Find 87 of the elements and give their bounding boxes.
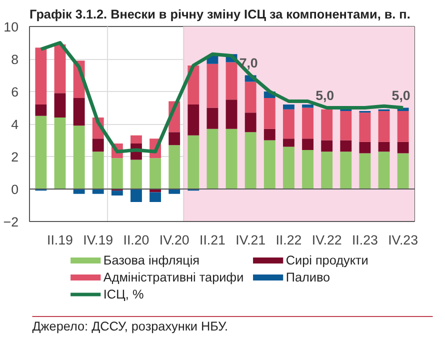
bar [168, 132, 180, 146]
bar [92, 152, 104, 189]
y-tick-label: 10 [4, 20, 19, 34]
data-label: 5,0 [316, 88, 334, 103]
bar [302, 150, 314, 189]
y-tick-label: 4 [11, 117, 20, 132]
bar [35, 104, 47, 116]
bar [130, 160, 142, 189]
data-label: 7,0 [239, 55, 258, 70]
bar [73, 126, 85, 189]
bar [264, 128, 276, 140]
bar [111, 190, 123, 196]
bar [73, 189, 85, 194]
bar [150, 189, 162, 192]
y-tick-label: 2 [11, 150, 19, 164]
bar [282, 138, 294, 147]
bar [321, 152, 333, 189]
bar [264, 140, 276, 189]
bar [244, 112, 256, 132]
bar [206, 128, 218, 189]
bar [130, 135, 142, 144]
legend-label: Адміністративні тарифи [103, 270, 244, 284]
bar [340, 111, 352, 140]
bar [244, 82, 256, 113]
bar [188, 135, 200, 189]
y-tick-label: 8 [11, 52, 19, 67]
data-label: 5,0 [392, 88, 410, 103]
legend-label: Базова інфляція [103, 254, 200, 268]
bar [130, 189, 142, 202]
x-tick-label: IV.22 [312, 232, 342, 248]
bar [150, 192, 162, 202]
legend-label: Сирі продукти [286, 254, 368, 268]
bar [168, 189, 180, 194]
bar [378, 111, 390, 142]
x-tick-label: IV.19 [83, 232, 114, 248]
text: Джерело: ДССУ, розрахунки НБУ. [32, 320, 228, 334]
bar [359, 153, 371, 189]
x-tick-label: II.22 [276, 232, 302, 248]
legend-label: ІСЦ, % [103, 288, 144, 302]
bar [54, 44, 66, 94]
bar [35, 48, 47, 104]
bar [378, 152, 390, 189]
bar [226, 100, 238, 129]
x-tick-label: II.21 [200, 232, 226, 248]
x-tick-label: IV.23 [388, 232, 418, 248]
legend-label: Паливо [286, 270, 330, 284]
bar [92, 138, 104, 152]
bar [150, 158, 162, 189]
bar [282, 104, 294, 110]
bar [206, 64, 218, 108]
bar [340, 140, 352, 152]
bar [378, 142, 390, 152]
bar [397, 142, 409, 154]
bar [226, 62, 238, 100]
bar [92, 189, 104, 194]
bar [340, 152, 352, 189]
bar [302, 104, 314, 108]
x-tick-label: II.23 [352, 232, 378, 248]
bar [397, 111, 409, 142]
bar [35, 116, 47, 189]
bar [168, 145, 180, 189]
bar [359, 112, 371, 142]
y-tick-label: −2 [3, 214, 19, 230]
bar [188, 104, 200, 136]
y-tick-label: 0 [11, 182, 19, 197]
bar [111, 158, 123, 189]
x-tick-label: IV.21 [236, 232, 266, 248]
bar [264, 98, 276, 129]
bar [73, 98, 85, 126]
bar [302, 138, 314, 150]
y-tick-label: 6 [11, 84, 19, 100]
x-tick-label: II.20 [123, 232, 150, 248]
chart-title: Графік 3.1.2. Внески в річну зміну ІСЦ за компонентами, в. п. [30, 8, 410, 22]
x-tick-label: IV.20 [159, 232, 190, 248]
x-tick-label: II.19 [47, 232, 73, 248]
bar [54, 118, 66, 189]
bar [244, 132, 256, 189]
bar [321, 109, 333, 140]
bar [397, 153, 409, 189]
bar [359, 142, 371, 154]
bar [302, 108, 314, 139]
bar [282, 146, 294, 189]
bar [226, 128, 238, 189]
bar [54, 93, 66, 118]
bar [282, 109, 294, 139]
bar [321, 140, 333, 152]
bar [206, 108, 218, 129]
